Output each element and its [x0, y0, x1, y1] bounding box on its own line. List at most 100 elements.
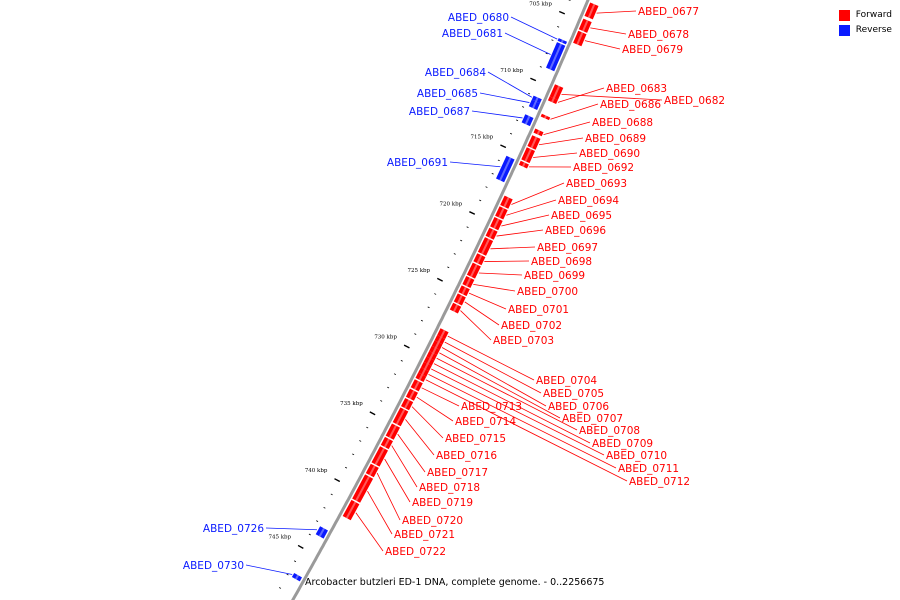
gene-label[interactable]: ABED_0684 — [425, 67, 486, 79]
gene-label[interactable]: ABED_0693 — [566, 178, 627, 190]
gene-layer[interactable] — [291, 2, 599, 582]
gene-label-layer[interactable]: ABED_0677 ABED_0678 ABED_0679 ABED_0680 ABED… — [183, 6, 725, 575]
gene-label[interactable]: ABED_0721 — [394, 529, 455, 541]
gene-feature[interactable] — [315, 526, 328, 539]
gene-feature[interactable] — [365, 463, 379, 478]
gene-feature[interactable] — [291, 573, 302, 582]
gene-label[interactable]: ABED_0679 — [622, 44, 683, 56]
gene-feature[interactable] — [418, 367, 429, 377]
gene-label[interactable]: ABED_0683 — [606, 83, 667, 95]
gene-label[interactable]: ABED_0692 — [573, 162, 634, 174]
gene-label[interactable]: ABED_0697 — [537, 242, 598, 254]
gene-feature[interactable] — [426, 351, 438, 361]
gene-feature[interactable] — [429, 345, 440, 356]
gene-feature[interactable] — [549, 84, 564, 100]
gene-label[interactable]: ABED_0701 — [508, 304, 569, 316]
gene-label[interactable]: ABED_0682 — [664, 95, 725, 107]
gene-feature[interactable] — [410, 379, 423, 392]
gene-feature[interactable] — [490, 217, 503, 231]
gene-feature[interactable] — [477, 237, 494, 256]
gene-label[interactable]: ABED_0680 — [448, 12, 509, 24]
gene-feature[interactable] — [415, 372, 427, 383]
gene-feature[interactable] — [531, 95, 542, 104]
gene-label[interactable]: ABED_0714 — [455, 416, 516, 428]
gene-feature[interactable] — [449, 302, 462, 314]
gene-label[interactable]: ABED_0703 — [493, 335, 554, 347]
gene-feature[interactable] — [385, 423, 400, 440]
gene-feature[interactable] — [458, 285, 470, 297]
gene-feature[interactable] — [547, 96, 558, 104]
gene-label[interactable]: ABED_0709 — [592, 438, 653, 450]
gene-feature[interactable] — [528, 99, 540, 110]
gene-feature[interactable] — [521, 147, 535, 164]
gene-feature[interactable] — [392, 407, 409, 427]
gene-label[interactable]: ABED_0694 — [558, 195, 619, 207]
gene-label[interactable]: ABED_0717 — [427, 467, 488, 479]
gene-label[interactable]: ABED_0678 — [628, 29, 689, 41]
gene-label[interactable]: ABED_0705 — [543, 388, 604, 400]
gene-feature[interactable] — [495, 206, 508, 220]
gene-feature[interactable] — [342, 499, 360, 521]
gene-label[interactable]: ABED_0690 — [579, 148, 640, 160]
gene-label[interactable]: ABED_0704 — [536, 375, 597, 387]
gene-feature[interactable] — [540, 113, 551, 121]
gene-label[interactable]: ABED_0702 — [501, 320, 562, 332]
gene-feature[interactable] — [557, 38, 567, 45]
gene-feature[interactable] — [473, 253, 486, 266]
gene-feature[interactable] — [380, 436, 393, 450]
gene-label[interactable]: ABED_0720 — [402, 515, 463, 527]
gene-label[interactable]: ABED_0712 — [629, 476, 690, 488]
gene-feature[interactable] — [573, 30, 587, 47]
gene-label[interactable]: ABED_0730 — [183, 560, 244, 572]
gene-label[interactable]: ABED_0700 — [517, 286, 578, 298]
gene-label[interactable]: ABED_0691 — [387, 157, 448, 169]
gene-feature[interactable] — [421, 361, 432, 372]
gene-feature[interactable] — [431, 340, 443, 350]
gene-label[interactable]: ABED_0687 — [409, 106, 470, 118]
gene-feature[interactable] — [405, 388, 418, 401]
gene-label[interactable]: ABED_0707 — [562, 413, 623, 425]
gene-label[interactable]: ABED_0696 — [545, 225, 606, 237]
gene-label[interactable]: ABED_0695 — [551, 210, 612, 222]
gene-feature[interactable] — [533, 128, 544, 137]
gene-highlight — [429, 352, 435, 359]
gene-feature[interactable] — [518, 160, 529, 169]
gene-feature[interactable] — [521, 114, 534, 127]
gene-label[interactable]: ABED_0718 — [419, 482, 480, 494]
gene-label[interactable]: ABED_0711 — [618, 463, 679, 475]
gene-feature[interactable] — [485, 227, 498, 240]
gene-feature[interactable] — [527, 135, 541, 150]
gene-feature[interactable] — [578, 18, 592, 33]
gene-feature[interactable] — [453, 293, 466, 306]
gene-feature[interactable] — [437, 328, 449, 339]
gene-label[interactable]: ABED_0686 — [600, 99, 661, 111]
gene-label[interactable]: ABED_0688 — [592, 117, 653, 129]
gene-feature[interactable] — [401, 398, 414, 411]
gene-feature[interactable] — [496, 155, 515, 183]
gene-feature[interactable] — [462, 276, 475, 288]
gene-feature[interactable] — [546, 42, 566, 72]
gene-label[interactable]: ABED_0716 — [436, 450, 497, 462]
gene-label[interactable]: ABED_0677 — [638, 6, 699, 18]
gene-feature[interactable] — [371, 446, 389, 467]
gene-label[interactable]: ABED_0715 — [445, 433, 506, 445]
gene-feature[interactable] — [584, 2, 599, 20]
gene-feature[interactable] — [500, 195, 513, 209]
gene-label[interactable]: ABED_0681 — [442, 28, 503, 40]
gene-label[interactable]: ABED_0713 — [461, 401, 522, 413]
gene-label[interactable]: ABED_0689 — [585, 133, 646, 145]
gene-feature[interactable] — [423, 356, 435, 366]
gene-label[interactable]: ABED_0710 — [606, 450, 667, 462]
gene-label[interactable]: ABED_0726 — [203, 523, 264, 535]
gene-label[interactable]: ABED_0708 — [579, 425, 640, 437]
gene-label[interactable]: ABED_0722 — [385, 546, 446, 558]
gene-label[interactable]: ABED_0699 — [524, 270, 585, 282]
gene-feature[interactable] — [466, 262, 481, 279]
gene-feature[interactable] — [434, 335, 446, 345]
gene-label[interactable]: ABED_0698 — [531, 256, 592, 268]
gene-feature[interactable] — [352, 474, 374, 503]
gene-label[interactable]: ABED_0719 — [412, 497, 473, 509]
gene-label[interactable]: ABED_0706 — [548, 401, 609, 413]
gene-label[interactable]: ABED_0685 — [417, 88, 478, 100]
